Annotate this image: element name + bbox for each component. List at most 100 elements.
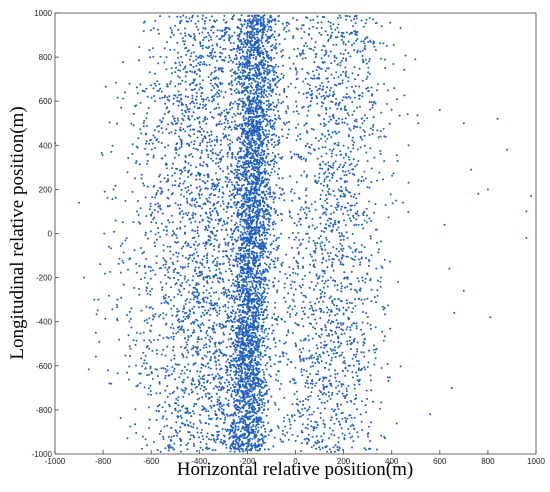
scatter-point: [282, 49, 284, 52]
scatter-point: [170, 307, 173, 310]
scatter-point: [277, 110, 280, 113]
scatter-point: [248, 153, 251, 156]
scatter-point: [214, 66, 217, 69]
scatter-point: [247, 404, 250, 407]
scatter-point: [256, 31, 259, 33]
scatter-point: [243, 272, 246, 274]
scatter-point: [196, 229, 199, 232]
scatter-point: [224, 310, 227, 313]
scatter-point: [214, 360, 217, 363]
scatter-point: [154, 245, 157, 248]
scatter-point: [205, 443, 208, 446]
scatter-point: [167, 295, 170, 298]
scatter-point: [280, 382, 283, 385]
scatter-point: [177, 204, 180, 206]
scatter-point: [244, 321, 247, 324]
scatter-point: [262, 58, 265, 61]
scatter-point: [248, 384, 251, 387]
scatter-point: [264, 385, 266, 388]
scatter-point: [185, 103, 187, 106]
scatter-point: [266, 313, 269, 316]
scatter-point: [222, 96, 225, 99]
scatter-point: [240, 417, 243, 420]
scatter-point: [263, 213, 266, 216]
scatter-point: [216, 44, 219, 47]
scatter-point: [163, 113, 166, 115]
scatter-point: [217, 389, 220, 391]
scatter-point: [236, 50, 239, 53]
scatter-point: [285, 21, 288, 24]
scatter-point: [265, 316, 268, 319]
scatter-point: [226, 233, 229, 236]
scatter-point: [242, 278, 245, 280]
scatter-point: [235, 63, 238, 66]
scatter-point: [182, 315, 185, 318]
scatter-point: [182, 245, 185, 248]
scatter-point: [276, 173, 279, 176]
scatter-point: [255, 14, 258, 17]
scatter-point: [161, 131, 164, 134]
scatter-point: [227, 306, 230, 309]
scatter-point: [241, 194, 244, 197]
scatter-point: [233, 405, 236, 408]
scatter-point: [174, 85, 177, 88]
scatter-point: [224, 241, 227, 244]
scatter-point: [233, 357, 236, 360]
scatter-point: [211, 449, 214, 452]
scatter-point: [208, 338, 211, 341]
scatter-point: [201, 357, 204, 360]
scatter-point: [169, 392, 171, 395]
scatter-point: [185, 105, 188, 108]
scatter-point: [269, 193, 272, 196]
scatter-point: [246, 344, 249, 347]
scatter-point: [246, 267, 249, 270]
scatter-point: [242, 418, 244, 420]
scatter-point: [260, 379, 263, 382]
scatter-point: [243, 127, 246, 130]
scatter-point: [163, 425, 166, 428]
scatter-point: [255, 17, 258, 20]
scatter-point: [225, 135, 228, 138]
scatter-point: [173, 368, 176, 370]
scatter-point: [250, 302, 253, 305]
scatter-point: [161, 286, 164, 289]
scatter-point: [226, 389, 229, 392]
scatter-point: [128, 345, 131, 348]
scatter-point: [275, 378, 277, 381]
scatter-point: [152, 318, 155, 321]
scatter-point: [223, 109, 226, 112]
scatter-point: [215, 367, 218, 370]
scatter-point: [227, 217, 230, 219]
scatter-point: [170, 286, 172, 289]
scatter-point: [165, 128, 168, 131]
scatter-point: [305, 96, 308, 99]
scatter-point: [221, 186, 224, 189]
scatter-point: [236, 171, 238, 174]
scatter-point: [230, 328, 233, 331]
scatter-point: [209, 367, 212, 370]
scatter-point: [248, 262, 251, 264]
scatter-point: [256, 125, 259, 128]
scatter-point: [174, 71, 177, 74]
scatter-point: [182, 128, 185, 131]
scatter-point: [239, 220, 242, 223]
scatter-point: [262, 96, 265, 99]
scatter-point: [254, 91, 257, 93]
scatter-point: [235, 408, 238, 410]
scatter-point: [219, 139, 222, 142]
scatter-point: [185, 444, 188, 447]
scatter-point: [246, 310, 249, 313]
scatter-point: [239, 235, 242, 237]
scatter-point: [179, 129, 182, 132]
scatter-point: [213, 245, 216, 247]
scatter-point: [174, 409, 177, 412]
scatter-point: [260, 72, 263, 75]
scatter-point: [238, 410, 241, 413]
scatter-point: [243, 280, 246, 283]
scatter-point: [248, 175, 251, 178]
scatter-point: [260, 88, 263, 91]
scatter-point: [272, 79, 275, 82]
scatter-point: [233, 176, 236, 179]
scatter-point: [262, 205, 265, 208]
scatter-point: [266, 23, 269, 26]
